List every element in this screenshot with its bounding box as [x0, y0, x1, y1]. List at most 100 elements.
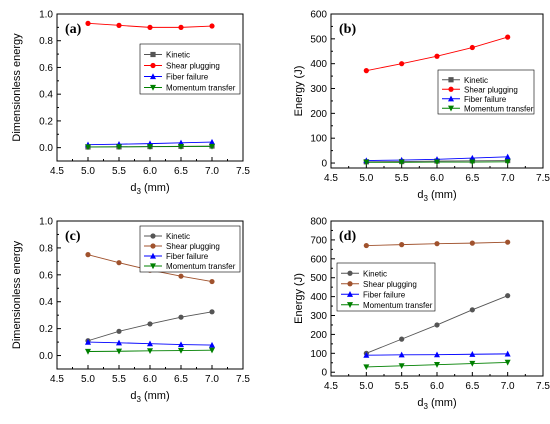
data-point: [363, 364, 370, 371]
chart-panel: (c) 4.5 5.0 5.5 6.0 6.5 7.0 7.5 0.0 0.2 0.4 0.6 0.8 1…: [11, 217, 250, 405]
legend-entry: Momentum transfer: [166, 262, 236, 271]
y-axis-label: Energy (J): [293, 273, 305, 324]
x-tick-label: 4.5: [50, 166, 64, 177]
x-axis-label: d3 (mm): [130, 390, 169, 404]
legend-entry: Momentum transfer: [464, 104, 534, 113]
legend-entry: Momentum transfer: [166, 84, 236, 93]
legend-entry: Shear plugging: [166, 62, 220, 71]
y-tick-label: 1.0: [39, 217, 53, 228]
y-tick-label: 1.0: [39, 10, 53, 21]
x-tick-label: 5.5: [112, 374, 126, 385]
legend-marker: [150, 233, 156, 239]
legend-entry: Kinetic: [363, 269, 387, 278]
x-tick-label: 4.5: [50, 374, 64, 385]
data-point: [116, 328, 122, 334]
legend-marker: [347, 302, 353, 308]
y-axis-label: Energy (J): [293, 66, 305, 117]
x-tick-label: 7.0: [501, 381, 515, 392]
y-tick-label: 100: [310, 349, 327, 360]
data-point: [505, 293, 511, 299]
data-point: [398, 363, 405, 369]
legend-entry: Kinetic: [464, 76, 488, 85]
data-point: [178, 273, 184, 279]
data-point: [85, 20, 91, 26]
x-tick-label: 6.5: [465, 381, 479, 392]
data-point: [363, 352, 370, 358]
data-point: [434, 53, 440, 59]
data-point: [209, 341, 215, 348]
legend-box: [139, 43, 241, 95]
y-tick-label: 0.4: [39, 297, 53, 308]
legend-marker: [448, 95, 454, 102]
data-point: [399, 336, 405, 342]
data-point: [116, 260, 122, 266]
legend-marker: [347, 281, 353, 287]
data-point: [469, 154, 476, 161]
y-tick-label: 0.4: [39, 90, 53, 101]
data-point: [209, 309, 215, 315]
panel-label: (c): [65, 229, 81, 244]
data-point: [209, 138, 215, 145]
data-point: [434, 322, 440, 328]
legend-entry: Shear plugging: [166, 242, 220, 251]
legend-entry: Fiber failure: [166, 252, 209, 261]
data-point: [116, 348, 122, 355]
data-point: [398, 159, 405, 166]
series: [363, 239, 511, 249]
legend-entry: Shear plugging: [464, 85, 518, 94]
data-point: [116, 22, 122, 28]
data-point: [398, 351, 405, 358]
x-tick-label: 5.0: [359, 381, 373, 392]
legend-entry: Shear plugging: [363, 280, 417, 289]
x-tick-label: 6.5: [174, 166, 188, 177]
x-tick-label: 6.0: [430, 381, 444, 392]
data-point: [434, 351, 440, 358]
y-tick-label: 0.6: [39, 270, 53, 281]
legend-marker: [448, 105, 454, 112]
x-axis-label: d3 (mm): [417, 189, 456, 203]
data-point: [469, 360, 476, 367]
y-axis-label: Dimensionless energy: [11, 240, 23, 349]
x-tick-label: 7.5: [536, 173, 550, 184]
series: [363, 359, 511, 371]
series: [363, 350, 511, 358]
panel-label: (b): [339, 22, 356, 37]
x-tick-label: 7.5: [536, 381, 550, 392]
y-tick-label: 0.8: [39, 36, 53, 47]
y-tick-label: 0.2: [39, 116, 53, 127]
data-point: [85, 144, 91, 151]
y-tick-label: 500: [310, 34, 327, 45]
legend-entry: Fiber failure: [166, 73, 209, 82]
series: [85, 338, 215, 348]
x-tick-label: 4.5: [324, 381, 338, 392]
data-point: [434, 159, 440, 166]
legend-marker: [347, 291, 353, 297]
data-point: [363, 159, 370, 166]
data-point: [209, 278, 215, 285]
legend-box: [437, 69, 535, 115]
series: [85, 309, 215, 344]
y-tick-label: 600: [310, 10, 327, 21]
x-tick-label: 7.0: [205, 374, 219, 385]
y-tick-label: 400: [310, 59, 327, 70]
y-tick-label: 200: [310, 330, 327, 341]
y-tick-label: 300: [310, 84, 327, 95]
data-point: [363, 242, 369, 249]
data-point: [85, 348, 91, 355]
data-point: [505, 239, 511, 245]
y-tick-label: 0.6: [39, 63, 53, 74]
data-point: [147, 321, 153, 327]
y-tick-label: 800: [310, 217, 327, 228]
data-point: [363, 68, 369, 74]
legend-marker: [150, 243, 156, 249]
legend-entry: Fiber failure: [464, 95, 507, 104]
y-tick-label: 0: [321, 368, 327, 379]
y-tick-label: 0.0: [39, 143, 53, 154]
y-tick-label: 400: [310, 292, 327, 303]
chart-panel: (b) 4.5 5.0 5.5 6.0 6.5 7.0 7.5 0 100 200 300 400 500…: [293, 10, 550, 204]
legend-entry: Kinetic: [166, 232, 190, 241]
